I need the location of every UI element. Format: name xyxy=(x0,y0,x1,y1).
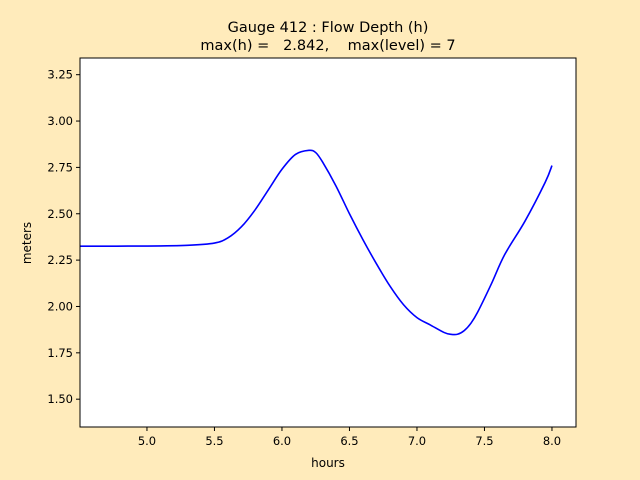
series-line-h xyxy=(79,149,553,336)
y-tick-label: 2.25 xyxy=(47,253,73,267)
y-tick-label: 2.75 xyxy=(47,160,73,174)
y-tick-label: 1.50 xyxy=(47,392,73,406)
x-tick-label: 5.0 xyxy=(138,434,156,448)
y-axis-label: meters xyxy=(20,222,34,264)
y-tick-label: 3.00 xyxy=(47,114,73,128)
y-tick-label: 2.50 xyxy=(47,207,73,221)
x-axis-label: hours xyxy=(311,456,345,470)
x-tick-label: 6.5 xyxy=(340,434,358,448)
y-tick-label: 2.00 xyxy=(47,299,73,313)
y-tick-label: 3.25 xyxy=(47,68,73,82)
plot-frame xyxy=(79,57,577,428)
x-tick-label: 8.0 xyxy=(543,434,561,448)
plot-area xyxy=(80,58,576,427)
x-tick-label: 5.5 xyxy=(205,434,223,448)
chart-subtitle: max(h) = 2.842, max(level) = 7 xyxy=(200,38,455,54)
y-tick-label: 1.75 xyxy=(47,346,73,360)
x-tick-label: 6.0 xyxy=(273,434,291,448)
chart-title: Gauge 412 : Flow Depth (h) xyxy=(228,20,429,36)
x-tick-label: 7.0 xyxy=(408,434,426,448)
x-tick-label: 7.5 xyxy=(475,434,493,448)
